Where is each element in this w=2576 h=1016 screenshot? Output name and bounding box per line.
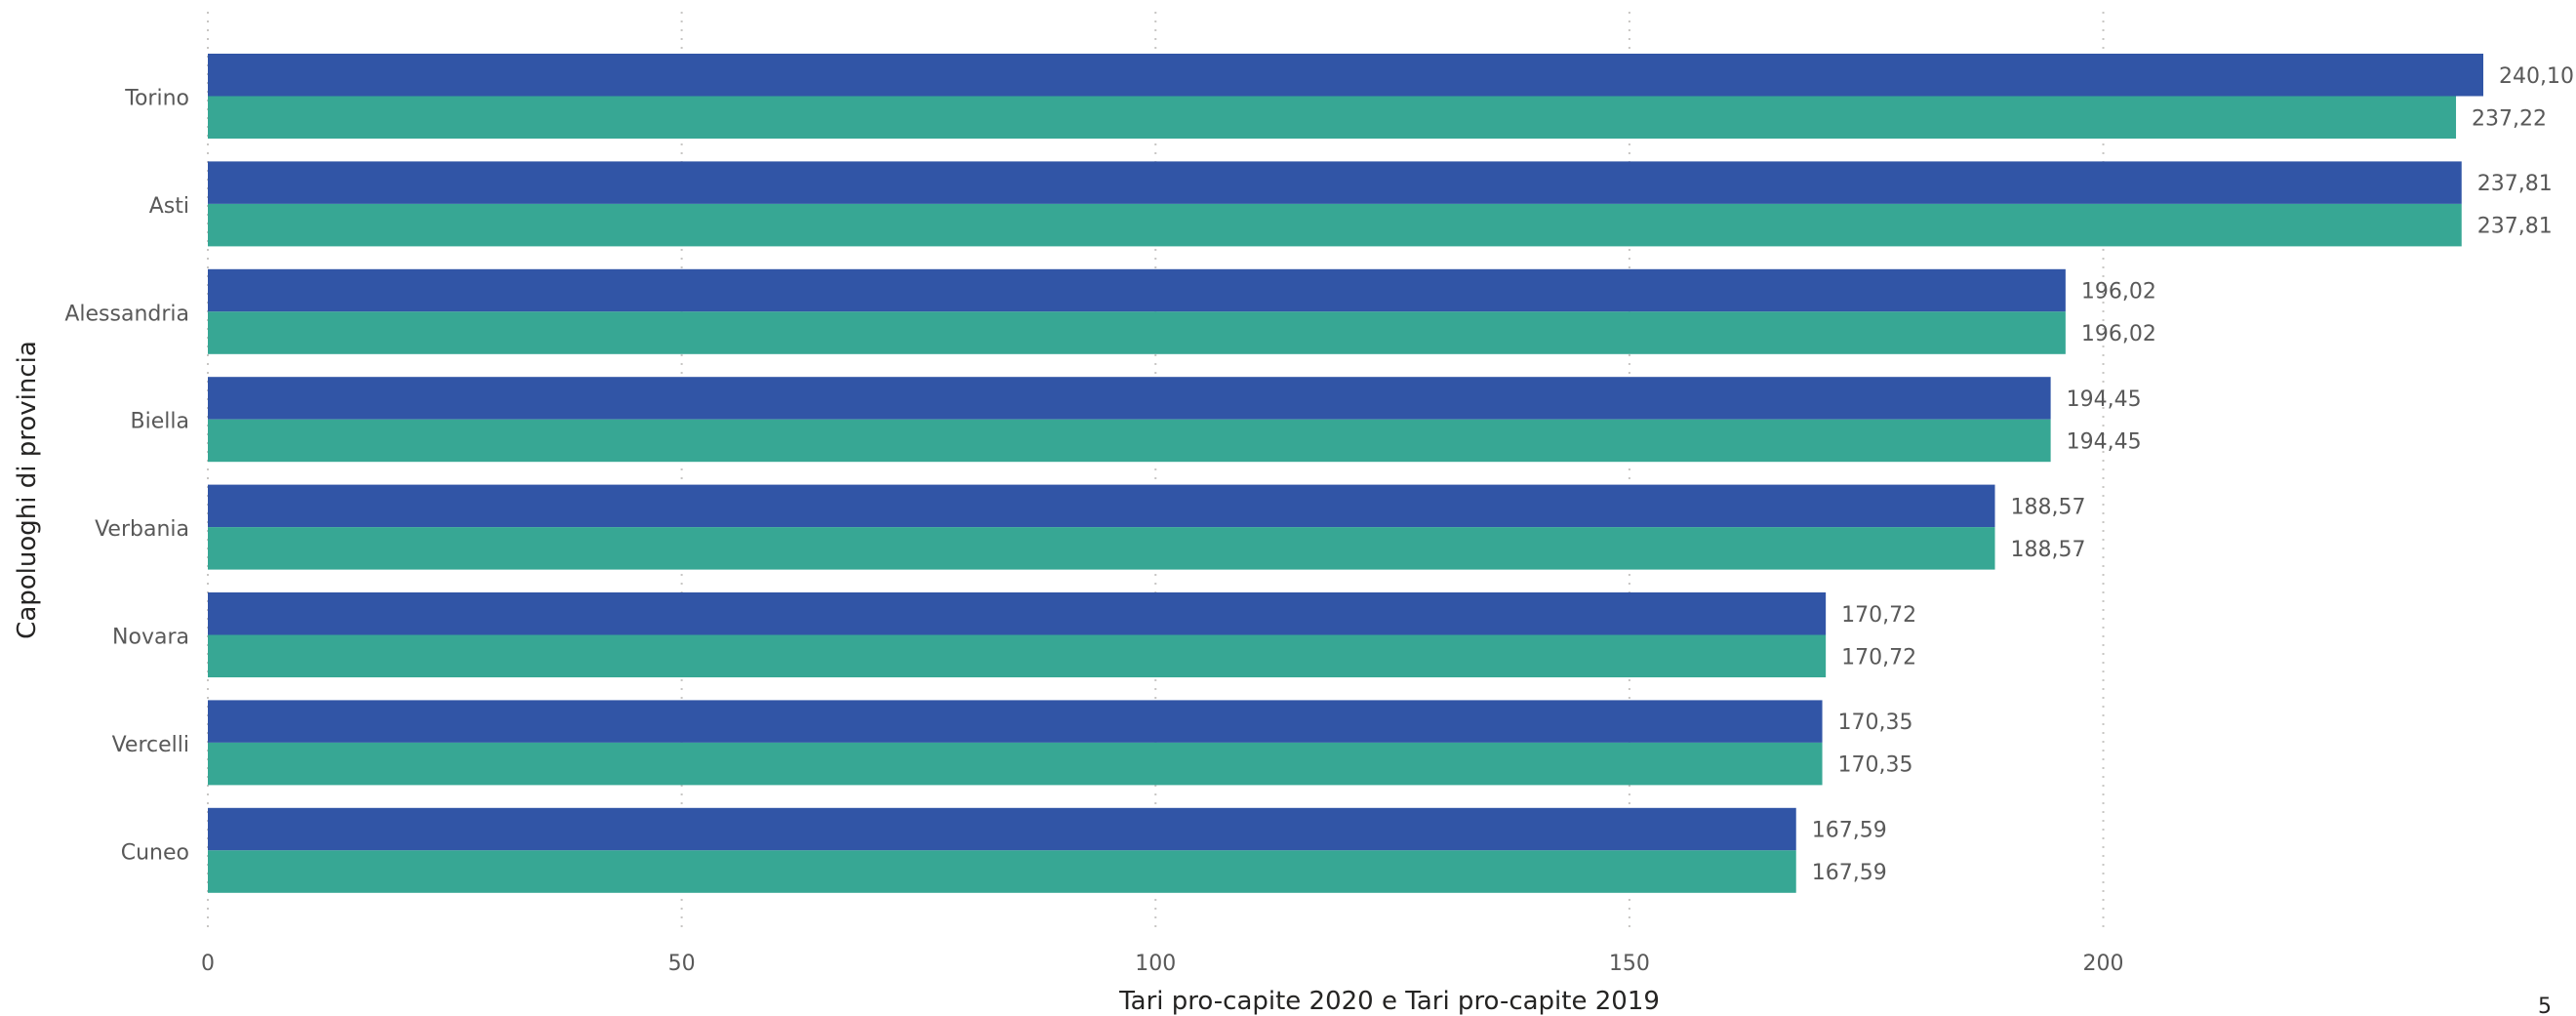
category-label: Torino <box>124 87 189 111</box>
bar[interactable] <box>208 634 1827 678</box>
category-label: Novara <box>112 626 189 650</box>
category-label: Vercelli <box>112 733 189 757</box>
data-label: 237,22 <box>2472 106 2547 131</box>
data-label: 237,81 <box>2477 215 2553 239</box>
data-label: 167,59 <box>1812 819 1887 843</box>
data-label: 237,81 <box>2477 172 2553 196</box>
bar[interactable] <box>208 850 1796 893</box>
data-label: 188,57 <box>2011 495 2086 519</box>
bar[interactable] <box>208 807 1796 851</box>
bar[interactable] <box>208 700 1823 743</box>
category-labels: Torino Asti Alessandria Biella Verbania Novar… <box>64 87 189 866</box>
bar[interactable] <box>208 419 2051 463</box>
data-label: 194,45 <box>2067 429 2142 454</box>
data-label: 170,35 <box>1838 711 1913 735</box>
category-label: Verbania <box>95 517 189 542</box>
bar[interactable] <box>208 742 1823 786</box>
data-label: 170,72 <box>1841 603 1916 628</box>
x-tick-label: 200 <box>2083 952 2124 976</box>
bars <box>208 54 2483 893</box>
page-number: 5 <box>2538 995 2552 1016</box>
data-label: 170,72 <box>1841 645 1916 670</box>
data-label: 196,02 <box>2081 322 2156 346</box>
data-label: 194,45 <box>2067 387 2142 412</box>
bar[interactable] <box>208 592 1827 635</box>
gridlines <box>207 12 2105 927</box>
bar[interactable] <box>208 484 1995 528</box>
bar[interactable] <box>208 54 2483 97</box>
y-axis-title: Capoluoghi di provincia <box>13 341 42 639</box>
x-axis-title: Tari pro-capite 2020 e Tari pro-capite 2… <box>1118 987 1660 1016</box>
x-tick-labels: 0 50 100 150 200 <box>201 952 2124 976</box>
category-label: Alessandria <box>64 302 189 326</box>
bar[interactable] <box>208 161 2462 204</box>
bar[interactable] <box>208 311 2066 354</box>
data-labels: 240,10 237,22 237,81 237,81 196,02 196,02 194,… <box>1812 64 2574 885</box>
bar[interactable] <box>208 377 2051 420</box>
data-label: 188,57 <box>2011 538 2086 562</box>
x-tick-label: 100 <box>1135 952 1176 976</box>
bar[interactable] <box>208 96 2457 140</box>
bar[interactable] <box>208 268 2066 312</box>
x-tick-label: 50 <box>668 952 696 976</box>
category-label: Cuneo <box>121 840 189 865</box>
data-label: 170,35 <box>1838 753 1913 778</box>
x-tick-label: 0 <box>201 952 215 976</box>
x-tick-label: 150 <box>1609 952 1650 976</box>
data-label: 240,10 <box>2499 64 2574 89</box>
data-label: 167,59 <box>1812 861 1887 885</box>
category-label: Biella <box>131 410 189 434</box>
bar[interactable] <box>208 527 1995 570</box>
data-label: 196,02 <box>2081 280 2156 305</box>
bar[interactable] <box>208 203 2462 247</box>
category-label: Asti <box>149 194 189 219</box>
